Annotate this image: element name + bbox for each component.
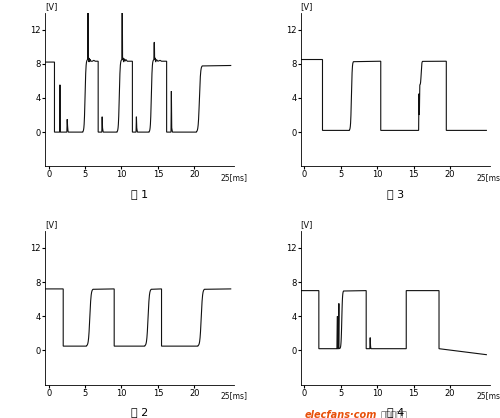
Text: [V]: [V] xyxy=(300,220,313,229)
Text: 图 4: 图 4 xyxy=(386,407,404,417)
Text: 25[ms]: 25[ms] xyxy=(476,391,500,400)
Text: 图 3: 图 3 xyxy=(387,189,404,199)
Text: 25[ms]: 25[ms] xyxy=(476,173,500,182)
Text: 25[ms]: 25[ms] xyxy=(221,173,248,182)
Text: [V]: [V] xyxy=(45,2,58,11)
Text: 电子发烧友: 电子发烧友 xyxy=(380,411,407,418)
Text: 图 1: 图 1 xyxy=(131,189,148,199)
Text: 25[ms]: 25[ms] xyxy=(221,391,248,400)
Text: elecfans·com: elecfans·com xyxy=(304,410,377,418)
Text: 图 2: 图 2 xyxy=(131,407,148,417)
Text: [V]: [V] xyxy=(300,2,313,11)
Text: [V]: [V] xyxy=(45,220,58,229)
